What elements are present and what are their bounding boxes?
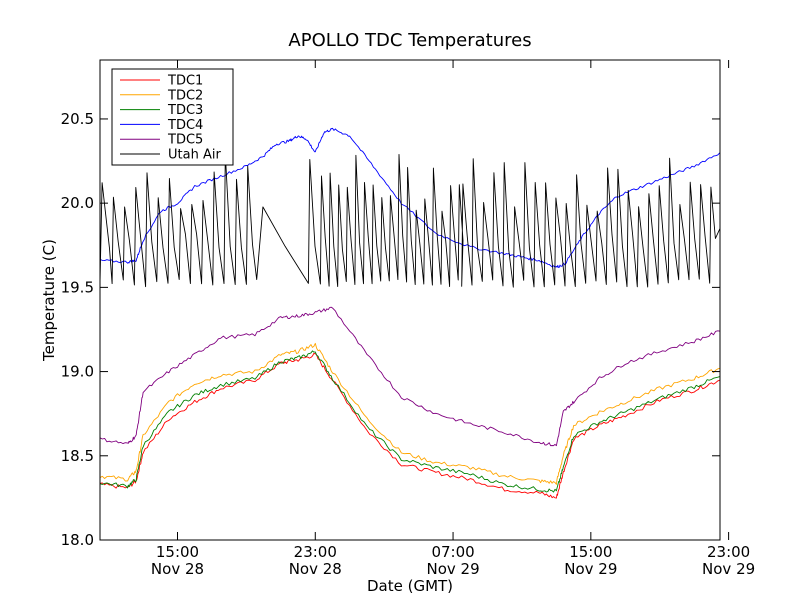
- legend-label: TDC3: [167, 103, 203, 118]
- plot-frame: [99, 59, 721, 541]
- x-tick-time-label: 15:00: [569, 543, 612, 561]
- series-line-tdc2: [99, 342, 721, 485]
- x-tick-time-label: 15:00: [156, 543, 199, 561]
- legend-frame: [111, 68, 234, 166]
- legend-label: TDC4: [167, 118, 203, 133]
- x-axis-label: Date (GMT): [367, 577, 453, 595]
- series-layer: [99, 127, 721, 499]
- series-line-utah-air: [99, 153, 721, 288]
- series-line-tdc1: [99, 353, 721, 499]
- series-line-tdc4: [99, 127, 721, 268]
- x-tick-date-label: Nov 29: [426, 560, 479, 578]
- x-tick-date-label: Nov 29: [564, 560, 617, 578]
- x-tick-date-label: Nov 28: [151, 560, 204, 578]
- y-tick-label: 19.5: [61, 278, 94, 296]
- chart-title: APOLLO TDC Temperatures: [288, 30, 531, 51]
- y-axis-label: Temperature (C): [40, 239, 58, 362]
- y-tick-label: 20.0: [61, 194, 94, 212]
- x-tick-date-label: Nov 29: [702, 560, 755, 578]
- y-axis: 18.0 18.5 19.0 19.5 20.0 20.5: [61, 110, 720, 549]
- y-tick-label: 19.0: [61, 363, 94, 381]
- y-tick-label: 18.0: [61, 531, 94, 549]
- series-line-tdc3: [99, 350, 721, 493]
- x-tick-time-label: 23:00: [294, 543, 337, 561]
- series-line-tdc5: [99, 306, 721, 447]
- x-tick-time-label: 23:00: [707, 543, 750, 561]
- y-tick-label: 20.5: [61, 110, 94, 128]
- legend-label: TDC5: [167, 133, 203, 148]
- legend-label: TDC1: [167, 74, 203, 89]
- x-tick-date-label: Nov 28: [289, 560, 342, 578]
- legend-label: Utah Air: [168, 148, 221, 163]
- legend-label: TDC2: [167, 88, 203, 103]
- x-tick-time-label: 07:00: [431, 543, 474, 561]
- y-tick-label: 18.5: [61, 447, 94, 465]
